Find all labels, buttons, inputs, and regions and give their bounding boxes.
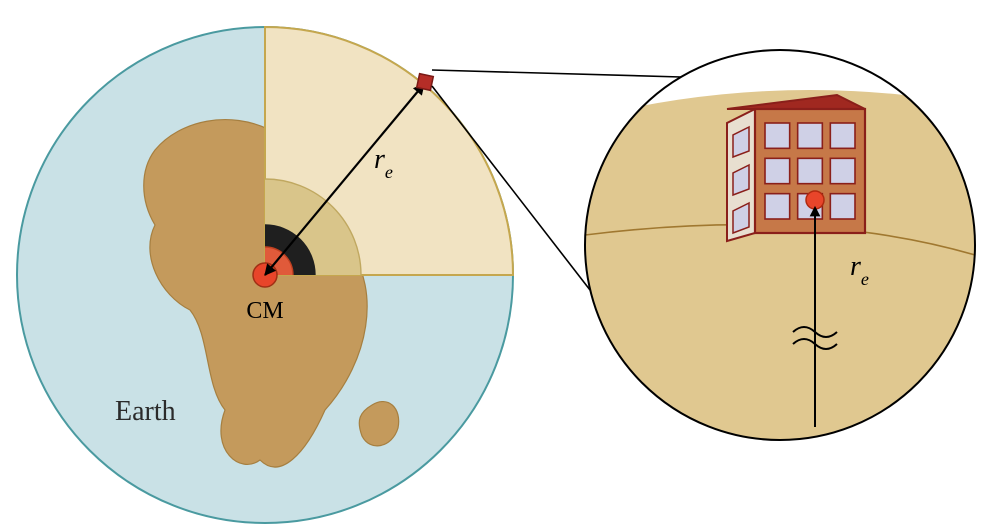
callout-line-top <box>432 70 681 77</box>
building <box>727 95 865 241</box>
cm-label: CM <box>246 298 283 324</box>
earth-label: Earth <box>115 396 176 427</box>
surface-marker <box>417 74 434 91</box>
